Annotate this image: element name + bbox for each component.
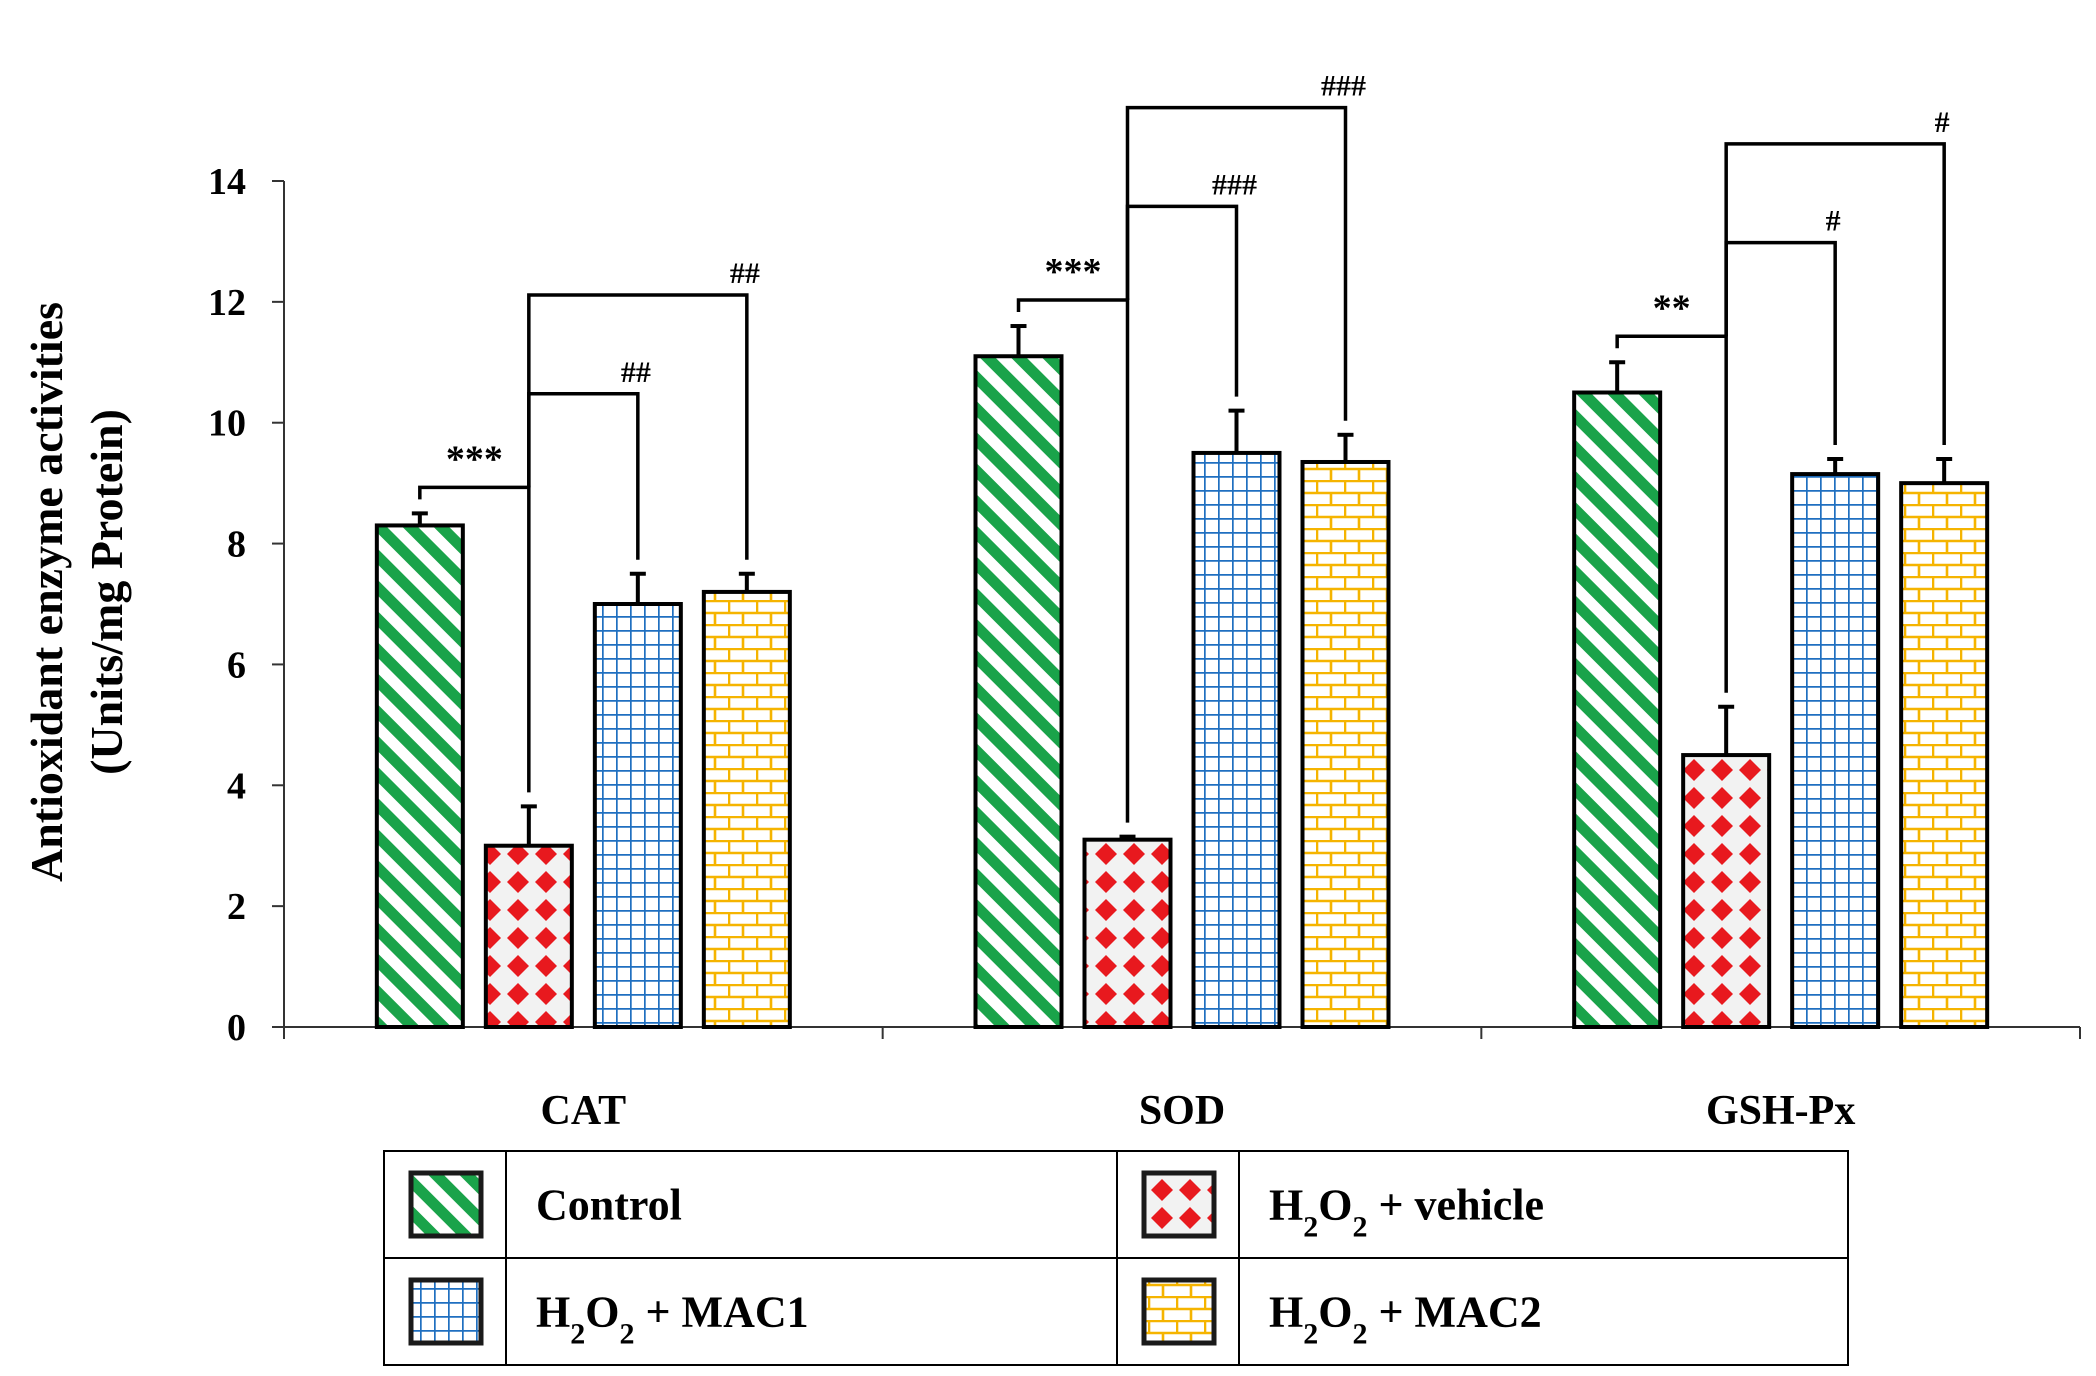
bar-series: [374, 354, 1990, 1030]
significance-label: #: [1935, 106, 1950, 139]
y-tick-label: 10: [208, 403, 246, 445]
significance-label: ##: [621, 356, 651, 389]
y-tick-label: 4: [227, 765, 246, 807]
legend-swatch-h2o2-mac2: [1141, 1277, 1217, 1346]
legend-label-h2o2-mac2: H2O2 + MAC2: [1269, 1288, 1542, 1351]
significance-label: ##: [730, 257, 760, 290]
legend-label-control: Control: [536, 1181, 682, 1230]
significance-label: #: [1826, 205, 1841, 238]
bar-control-sod: [973, 354, 1064, 1029]
significance-bracket: [1016, 298, 1130, 823]
y-axis-ticks: 0 2 4 6 8 10 12 14: [208, 161, 284, 1049]
significance-brackets: ***#### ***######**##: [418, 70, 1950, 823]
x-axis-categories: CAT SOD GSH-Px: [541, 1088, 1856, 1134]
significance-bracket: [418, 485, 531, 793]
y-tick-label: 12: [208, 282, 246, 324]
significance-bracket: [1724, 142, 1946, 445]
significance-label: ***: [446, 438, 503, 480]
significance-bracket: [527, 293, 749, 560]
significance-label: ###: [1321, 70, 1366, 103]
legend-swatch-control: [408, 1170, 484, 1239]
error-bars: [411, 324, 1953, 846]
y-tick-label: 14: [208, 161, 246, 203]
bar-h2o2-mac2-gsh-px: [1899, 481, 1990, 1029]
y-tick-label: 6: [227, 644, 246, 686]
legend-swatch-h2o2-vehicle: [1141, 1170, 1217, 1239]
bar-h2o2-mac1-sod: [1191, 450, 1282, 1029]
bar-h2o2-vehicle-sod: [1082, 837, 1173, 1030]
y-tick-label: 2: [227, 886, 246, 928]
significance-label: ***: [1045, 251, 1102, 293]
significance-bracket: [527, 392, 640, 560]
legend-label-h2o2-mac1: H2O2 + MAC1: [536, 1288, 809, 1351]
bar-h2o2-mac2-cat: [701, 589, 792, 1030]
x-category-label: SOD: [1139, 1088, 1225, 1134]
bar-h2o2-mac2-sod: [1300, 459, 1391, 1029]
y-tick-label: 0: [227, 1007, 246, 1049]
significance-bracket: [1724, 240, 1837, 445]
axes: [283, 181, 2081, 1039]
x-category-label: GSH-Px: [1706, 1088, 1855, 1134]
legend: Control H2O2 + vehicle H2O2 + MAC1 H2O2 + M…: [383, 1150, 1849, 1366]
y-tick-label: 8: [227, 524, 246, 566]
bar-control-gsh-px: [1572, 390, 1663, 1029]
y-axis-label: Antioxidant enzyme activities (Units/mg …: [21, 302, 132, 882]
significance-bracket: [1615, 334, 1728, 693]
y-axis-label-line-1: Antioxidant enzyme activities: [21, 302, 72, 882]
legend-label-h2o2-vehicle: H2O2 + vehicle: [1269, 1181, 1544, 1244]
bar-h2o2-mac1-gsh-px: [1790, 472, 1881, 1030]
legend-swatch-h2o2-mac1: [408, 1277, 484, 1346]
bar-h2o2-vehicle-cat: [483, 843, 574, 1030]
significance-bracket: [1125, 204, 1239, 397]
y-axis-label-line-2: (Units/mg Protein): [81, 409, 132, 775]
bar-h2o2-mac1-cat: [592, 602, 683, 1029]
significance-label: **: [1653, 287, 1691, 329]
significance-label: ###: [1212, 168, 1257, 201]
bar-control-cat: [374, 523, 465, 1029]
bar-h2o2-vehicle-gsh-px: [1681, 753, 1772, 1029]
x-category-label: CAT: [541, 1088, 627, 1134]
significance-bracket: [1125, 105, 1348, 421]
